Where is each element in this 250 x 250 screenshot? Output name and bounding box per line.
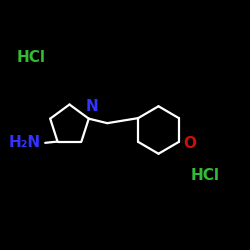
Text: O: O [183, 136, 196, 152]
Text: N: N [86, 99, 99, 114]
Text: H₂N: H₂N [8, 135, 40, 150]
Text: HCl: HCl [191, 168, 220, 182]
Text: HCl: HCl [16, 50, 45, 65]
